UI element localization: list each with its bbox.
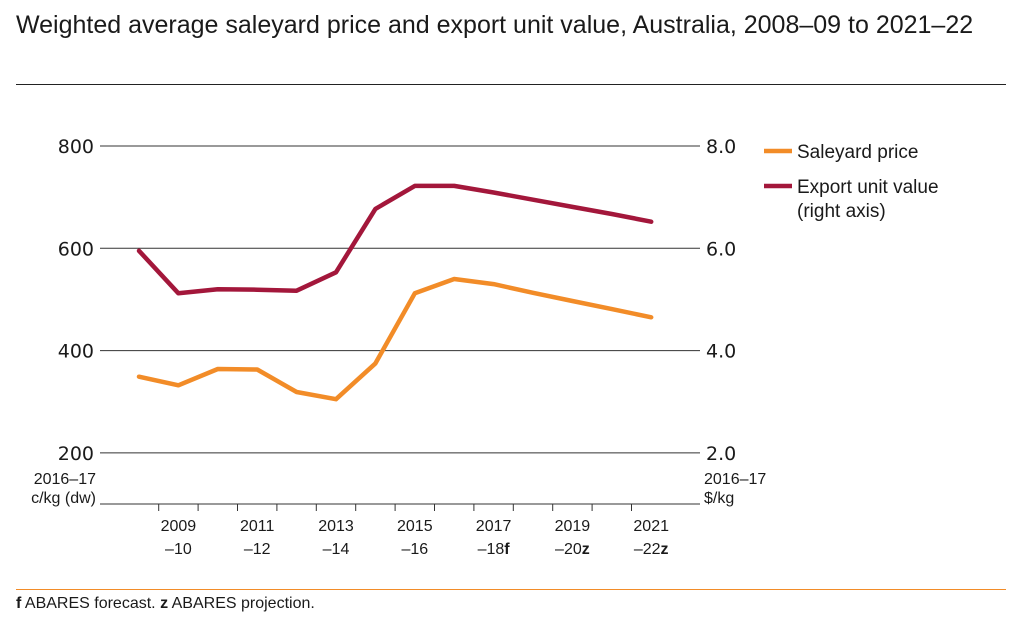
x-tick-label-year: 2017: [476, 518, 512, 535]
y-left-tick-label: 200: [58, 443, 94, 465]
x-tick-label-suffix-text: –10: [165, 541, 192, 558]
legend-label-line2: (right axis): [797, 201, 886, 222]
y-right-unit-line2: $/kg: [704, 490, 734, 507]
x-tick-label-year: 2019: [555, 518, 591, 535]
x-tick-label-suffix-text: –20: [555, 541, 582, 558]
x-tick-label-flag: z: [661, 541, 669, 558]
y-left-tick-label: 600: [58, 238, 94, 260]
footnote-f-text: ABARES forecast.: [21, 595, 161, 612]
title-divider: [16, 84, 1006, 85]
x-tick-label-suffix: –18f: [478, 541, 511, 558]
line-chart: 200 400 600 800 2.0 4.0 6.0 8.0 2009 –10 2011 –12 20…: [31, 136, 939, 558]
x-tick-label-suffix-text: –22: [634, 541, 661, 558]
y-left-unit-line1: 2016–17: [34, 471, 96, 488]
y-left-unit-line2: c/kg (dw): [31, 490, 96, 507]
x-tick-label-suffix: –16: [401, 541, 428, 558]
footnote: f ABARES forecast. z ABARES projection.: [16, 595, 315, 613]
x-tick-label-suffix: –14: [323, 541, 350, 558]
x-tick-label-suffix: –12: [244, 541, 271, 558]
y-right-unit-line1: 2016–17: [704, 471, 766, 488]
x-tick-label-suffix-text: –14: [323, 541, 350, 558]
y-right-tick-label: 8.0: [706, 136, 736, 158]
y-right-tick-label: 4.0: [706, 341, 736, 363]
x-tick-label-suffix: –22z: [634, 541, 669, 558]
x-tick-label-suffix-text: –12: [244, 541, 271, 558]
x-tick-label-suffix-text: –16: [401, 541, 428, 558]
footnote-z-key: z: [160, 595, 169, 612]
x-tick-label-suffix-text: –18: [478, 541, 505, 558]
x-tick-label-year: 2013: [318, 518, 354, 535]
chart-title: Weighted average saleyard price and expo…: [16, 11, 974, 39]
footnote-f-key: f: [16, 595, 22, 612]
y-right-tick-label: 6.0: [706, 238, 736, 260]
x-tick-label-suffix: –20z: [555, 541, 590, 558]
y-right-tick-label: 2.0: [706, 443, 736, 465]
x-tick-label-year: 2011: [240, 518, 275, 535]
legend-label: Saleyard price: [797, 142, 918, 163]
x-tick-label-year: 2015: [397, 518, 433, 535]
x-tick-label-flag: f: [504, 541, 510, 558]
saleyard-price-line: [136, 276, 654, 402]
x-tick-label-year: 2009: [161, 518, 197, 535]
legend-label: Export unit value: [797, 177, 939, 198]
footnote-z-text: ABARES projection.: [168, 595, 315, 612]
export-unit-value-line: [136, 183, 654, 296]
y-left-tick-label: 800: [58, 136, 94, 158]
x-tick-label-year: 2021: [633, 518, 669, 535]
x-tick-label-suffix: –10: [165, 541, 192, 558]
y-left-tick-label: 400: [58, 341, 94, 363]
footnote-divider: [16, 589, 1006, 590]
x-tick-label-flag: z: [582, 541, 590, 558]
